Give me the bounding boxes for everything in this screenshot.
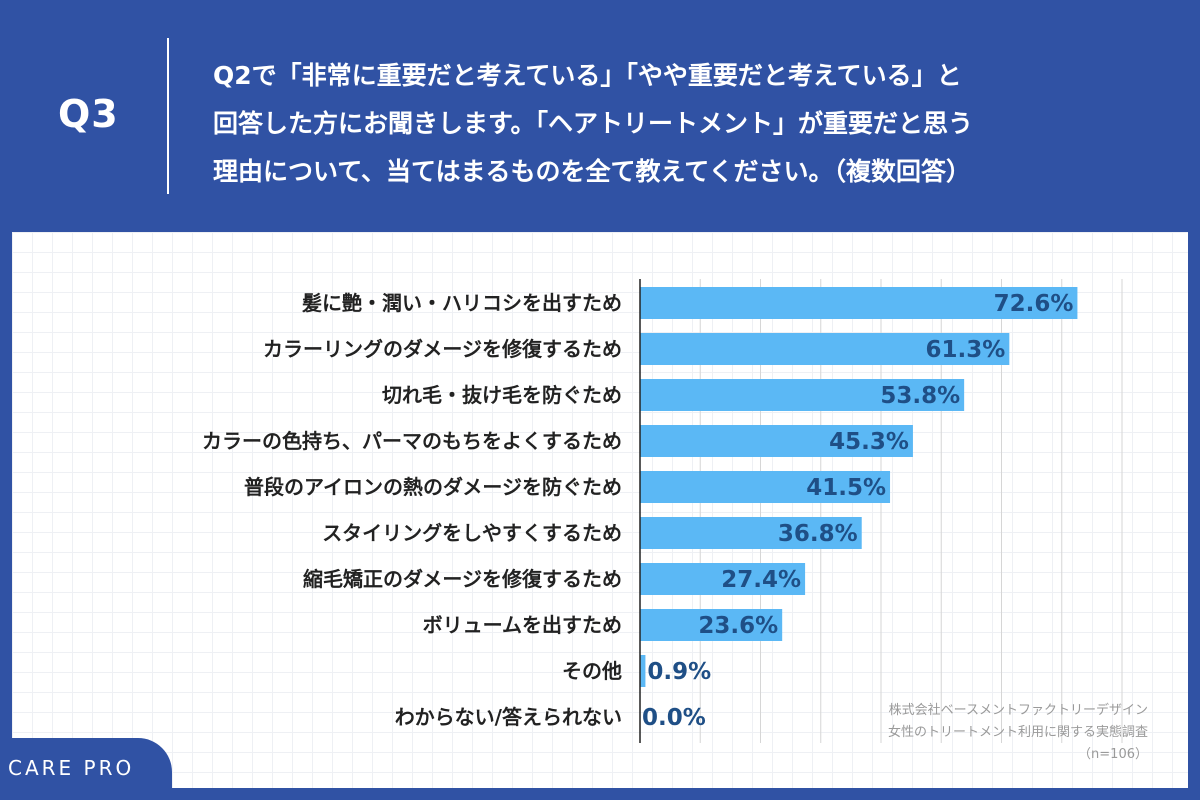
bar <box>640 425 913 457</box>
bar <box>640 287 1078 319</box>
value-label: 0.0% <box>642 705 706 731</box>
question-text: Q2で「非常に重要だと考えている」「やや重要だと考えている」と 回答した方にお聞… <box>213 52 1173 196</box>
logo-tab <box>0 738 172 800</box>
question-line-1: Q2で「非常に重要だと考えている」「やや重要だと考えている」と <box>213 61 962 90</box>
value-label: 27.4% <box>721 567 801 593</box>
value-label: 61.3% <box>926 337 1006 363</box>
bar <box>640 333 1010 365</box>
question-line-3: 理由について、当てはまるものを全て教えてください。（複数回答） <box>213 157 972 186</box>
bar-chart: 髪に艶・潤い・ハリコシを出すため 72.6% カラーリングのダメージを修復するため 6… <box>202 279 1123 743</box>
category-label: カラーの色持ち、パーマのもちをよくするため <box>202 429 622 453</box>
source-note: 株式会社ベースメントファクトリーデザイン 女性のトリートメント利用に関する実態調… <box>888 700 1148 766</box>
value-label: 72.6% <box>994 291 1074 317</box>
category-label: カラーリングのダメージを修復するため <box>263 337 622 361</box>
value-label: 45.3% <box>829 429 909 455</box>
question-line-2: 回答した方にお聞きします。「ヘアトリートメント」が重要だと思う <box>213 109 974 138</box>
source-company: 株式会社ベースメントファクトリーデザイン <box>888 703 1148 718</box>
care-pro-logo: CARE PRO <box>8 756 135 780</box>
bar <box>640 609 783 641</box>
bar <box>640 563 806 595</box>
category-label: ボリュームを出すため <box>423 613 622 637</box>
category-label: 普段のアイロンの熱のダメージを防ぐため <box>244 475 622 499</box>
question-header: Q3 Q2で「非常に重要だと考えている」「やや重要だと考えている」と 回答した方… <box>0 0 1200 230</box>
category-label: わからない/答えられない <box>395 705 622 729</box>
bar <box>640 655 646 687</box>
category-label: スタイリングをしやすくするため <box>322 521 622 545</box>
bar <box>640 471 891 503</box>
source-survey: 女性のトリートメント利用に関する実態調査 <box>887 725 1148 740</box>
chart-panel: 髪に艶・潤い・ハリコシを出すため 72.6% カラーリングのダメージを修復するため 6… <box>12 232 1188 788</box>
bar <box>640 517 862 549</box>
value-label: 41.5% <box>806 475 886 501</box>
category-label: 髪に艶・潤い・ハリコシを出すため <box>301 291 622 315</box>
source-sample-size: （n=106） <box>1078 747 1148 762</box>
bar <box>640 379 965 411</box>
category-label: 切れ毛・抜け毛を防ぐため <box>382 383 622 407</box>
value-label: 53.8% <box>880 383 960 409</box>
value-label: 23.6% <box>698 613 778 639</box>
category-label: 縮毛矯正のダメージを修復するため <box>303 567 622 591</box>
value-label: 0.9% <box>647 659 711 685</box>
category-label: その他 <box>562 659 622 683</box>
header-divider <box>167 38 169 194</box>
question-number: Q3 <box>58 92 119 136</box>
value-label: 36.8% <box>778 521 858 547</box>
